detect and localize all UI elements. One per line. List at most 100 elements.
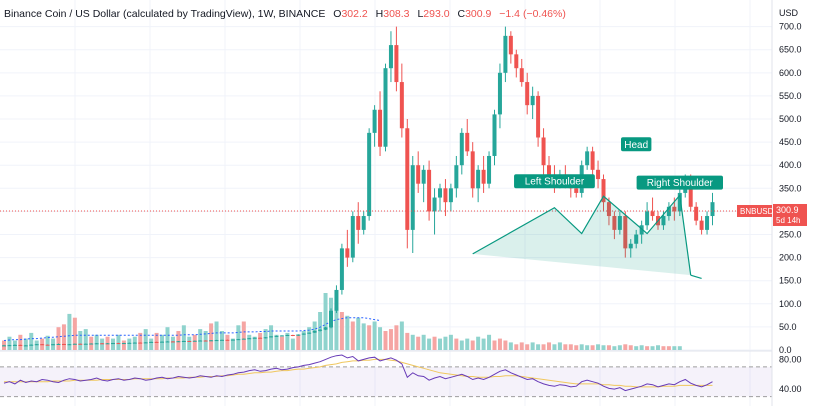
volume-bar [350,321,355,350]
candle-body [345,248,350,258]
volume-bar [405,332,410,350]
candle-body [230,339,235,341]
rsi-panel [0,350,816,398]
volume-bar [269,325,274,350]
volume-bar [56,327,61,350]
price-tick-label: 450.0 [779,137,802,147]
volume-bar [394,325,399,350]
candle-body [481,169,486,184]
candle-body [399,82,404,129]
volume-bar [345,315,350,350]
volume-bar [596,344,601,350]
volume-bar [399,321,404,350]
left-shoulder-label: Left Shoulder [525,177,585,188]
rsi-tick-label: 40.00 [779,384,802,394]
candle-body [634,234,639,244]
volume-bar [617,345,622,350]
candle-body [176,341,181,343]
close-label: C [457,8,466,20]
volume-bar [258,332,263,350]
volume-bar [672,346,677,350]
low-label: L [417,8,424,20]
candle-body [263,337,268,339]
volume-bar [45,335,50,350]
volume-bar [149,338,154,350]
volume-bar [514,344,519,350]
volume-bar [438,338,442,350]
candle-body [170,341,175,343]
volume-bar [476,336,481,350]
candle-body [677,192,682,212]
candle-body [339,248,344,290]
price-axis: USD0.050.0100.0150.0200.0250.0300.0350.0… [771,0,816,406]
price-tag-value: 300.9 [776,205,799,215]
price-tick-label: 500.0 [779,114,802,124]
volume-bar [61,324,66,350]
candle-body [209,340,214,342]
volume-bar [372,321,377,350]
volume-bar [448,334,453,350]
candle-body [23,345,28,347]
candle-body [427,169,432,212]
volume-bar [459,340,464,350]
candle-body [606,202,611,217]
candle-body [694,206,699,221]
projection-line [690,274,702,279]
candle-body [290,334,295,336]
price-tick-label: 400.0 [779,160,802,170]
candle-body [459,132,464,166]
volume-bar [127,338,132,350]
candle-body [312,330,317,333]
volume-bar [198,329,203,350]
volume-bar [541,344,546,350]
volume-bar [656,345,660,350]
candle-body [465,132,470,152]
candle-body [601,179,606,203]
candle-body [89,343,94,345]
volume-bar [503,340,508,350]
symbol-title[interactable]: Binance Coin / US Dollar (calculated by … [4,8,326,20]
volume-bar [470,340,475,350]
candle-body [519,68,524,83]
candle-body [214,340,219,342]
volume-bar [378,327,383,350]
candle-body [497,72,502,115]
candle-body [56,343,61,345]
volume-bar [492,340,497,350]
candle-body [705,216,710,230]
low-value: 293.0 [423,8,450,20]
volume-bar [241,321,246,350]
price-tick-label: 550.0 [779,91,802,101]
volume-bar [143,329,148,350]
volume-bar [339,312,344,350]
volume-bar [176,331,181,350]
volume-bar [557,342,562,350]
candle-body [699,220,704,230]
candle-body [2,345,6,347]
volume-bar [481,338,486,350]
volume-bar [34,340,39,350]
candle-body [198,340,203,342]
candle-body [585,151,590,166]
right-shoulder-label-box [636,175,723,190]
volume-bar [530,342,535,350]
candle-body [127,342,132,344]
volume-bar [677,346,682,350]
volume-bar [547,342,551,350]
volume-bar [645,346,650,350]
chart-legend: Binance Coin / US Dollar (calculated by … [4,8,566,20]
price-tick-label: 350.0 [779,183,802,193]
candle-body [258,337,263,339]
volume-bar [192,334,197,350]
volume-bar [661,346,666,350]
candle-body [100,343,105,345]
candle-body [40,344,45,346]
candle-body [541,137,546,166]
volume-bar [585,345,590,350]
volume-bar [154,332,159,350]
volume-bar [23,338,28,350]
candle-body [438,188,442,198]
volume-bar [263,329,268,350]
